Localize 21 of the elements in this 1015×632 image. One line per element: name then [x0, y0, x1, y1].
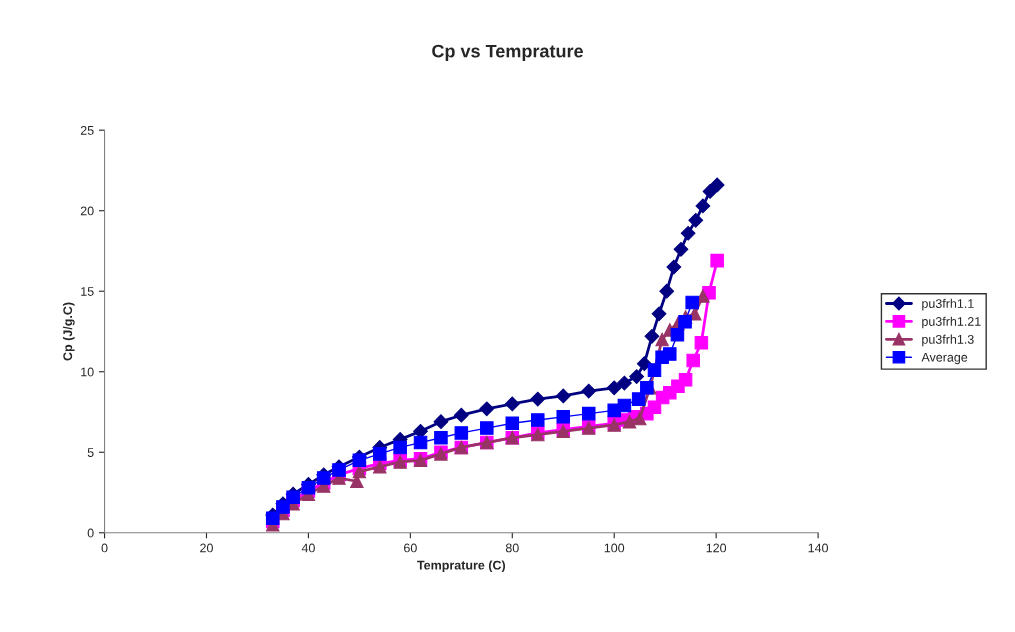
x-tick-label: 40: [301, 543, 315, 553]
x-tick-label: 120: [706, 543, 727, 553]
y-tick-label: 20: [80, 206, 94, 216]
x-tick-label: 20: [200, 543, 213, 553]
y-tick-label: 15: [81, 287, 94, 296]
legend-label: pu3frh1.3: [922, 334, 974, 347]
x-tick-label: 80: [505, 543, 519, 553]
chart-title: Cp vs Temprature: [432, 44, 583, 62]
x-tick-label: 140: [808, 543, 829, 553]
x-tick-label: 0: [101, 543, 108, 553]
y-tick-label: 25: [80, 125, 94, 135]
legend-label: pu3frh1.21: [922, 316, 981, 329]
legend-label: pu3frh1.1: [922, 298, 974, 311]
legend-label: Average: [921, 352, 968, 365]
x-axis-title: Temprature (C): [417, 560, 506, 573]
y-tick-label: 5: [87, 448, 94, 457]
x-tick-label: 100: [604, 543, 625, 553]
y-axis-title: Cp (J/g.C): [62, 302, 75, 361]
y-tick-label: 10: [81, 367, 94, 377]
x-tick-label: 60: [404, 543, 417, 553]
y-tick-label: 0: [87, 528, 94, 538]
